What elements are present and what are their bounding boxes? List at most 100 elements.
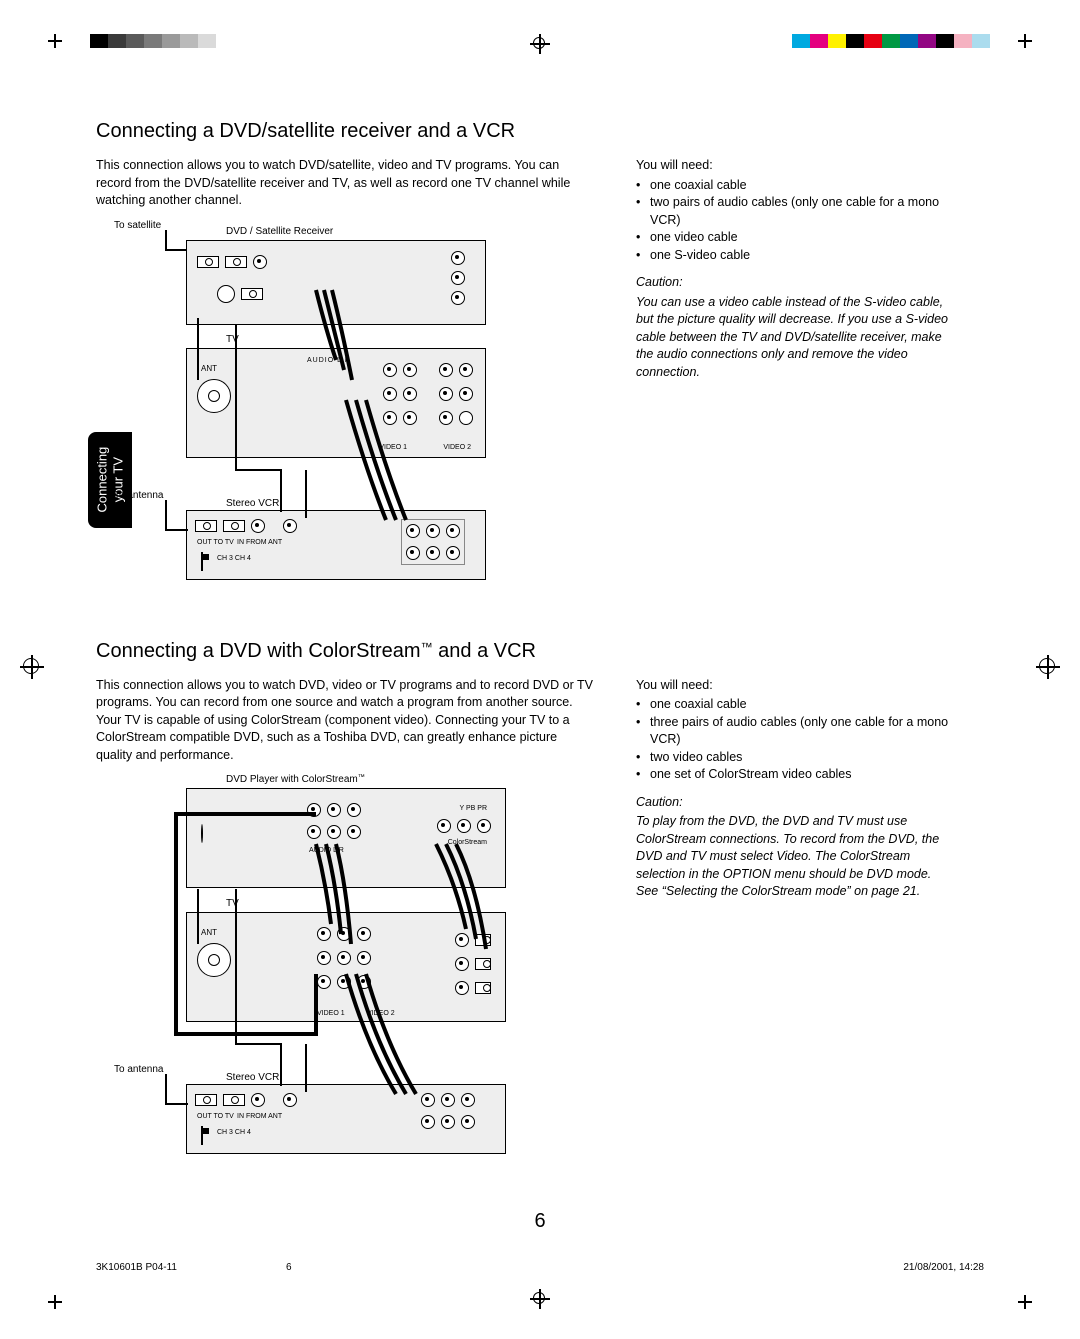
swatch [810,34,828,48]
cs-jack [455,957,469,971]
rca-jack [439,411,453,425]
section2-caution-body: To play from the DVD, the DVD and TV mus… [636,813,956,901]
crop-mark-bottom-right [1018,1295,1032,1309]
section2-intro: This connection allows you to watch DVD,… [96,677,596,765]
label-ant2: ANT [201,928,217,937]
cs-jack [475,934,491,946]
diagram-dvd-sat-vcr: To satellite DVD / Satellite Receiver [116,220,526,600]
swatch [936,34,954,48]
label-colorstream: ColorStream [448,839,487,846]
swatch [144,34,162,48]
section2-caution-heading: Caution: [636,794,956,812]
footer-left: 3K10601B P04-11 [96,1262,177,1273]
rca-jack [337,927,351,941]
section1-intro: This connection allows you to watch DVD/… [96,157,596,210]
label-video2b: VIDEO 2 [367,1010,395,1017]
swatch [252,34,270,48]
bottom-registration-bar [0,1289,1080,1311]
rca-jack [383,411,397,425]
vcr-ant-out [195,520,217,532]
channel-switch [201,552,203,571]
page-content: Connecting a DVD/satellite receiver and … [96,120,996,1214]
label-ch34: CH 3 CH 4 [217,555,251,562]
cs-jack [475,958,491,970]
rca-jack [441,1093,455,1107]
rca-jack [446,546,460,560]
tv-ant-jack [197,379,231,413]
tv-ant-jack [197,943,231,977]
rca-jack [357,975,371,989]
ant-jack [241,288,263,300]
need-item: two video cables [636,749,956,767]
box-tv: ANT AUDIO L R VIDEO 1 VIDEO 2 [186,348,486,458]
label-tv2: TV [226,898,239,909]
label-ant: ANT [201,364,217,373]
rca-jack [439,387,453,401]
label-stereo-vcr2: Stereo VCR [226,1072,279,1083]
section2-title-tm: ™ [421,640,433,654]
rca-jack [383,363,397,377]
rca-jack [406,524,420,538]
rca-jack [357,927,371,941]
need-item: one S-video cable [636,247,956,265]
swatch [216,34,234,48]
rca-jack [403,363,417,377]
swatch [180,34,198,48]
swatch [270,34,288,48]
registration-mark-right [1036,655,1060,679]
rca-jack [421,1093,435,1107]
label-dvd-colorstream: DVD Player with ColorStream™ [226,774,365,785]
label-video1: VIDEO 1 [379,444,407,451]
rca-jack [317,951,331,965]
rca-jack [441,1115,455,1129]
component-pb [457,819,471,833]
footer: 3K10601B P04-11 6 21/08/2001, 14:28 [96,1262,984,1273]
swatch [882,34,900,48]
label-to-antenna: To antenna [114,490,164,501]
rca-jack [446,524,460,538]
swatch [972,34,990,48]
cs-jack [455,933,469,947]
swatch [846,34,864,48]
section1-need-label: You will need: [636,157,956,175]
section2-title: Connecting a DVD with ColorStream™ and a… [96,640,996,663]
component-pr [477,819,491,833]
label-audio2: AUDIO L R [309,847,344,854]
section2-title-a: Connecting a DVD with ColorStream [96,640,421,662]
rca-jack [317,975,331,989]
sat-out-jack [225,256,247,268]
need-item: three pairs of audio cables (only one ca… [636,714,956,749]
rca-jack [406,546,420,560]
color-bar [792,34,990,48]
section2-need-label: You will need: [636,677,956,695]
registration-mark-left [20,655,44,679]
need-item: two pairs of audio cables (only one cabl… [636,194,956,229]
box-dvd-sat-receiver [186,240,486,325]
label-stereo-vcr: Stereo VCR [226,498,279,509]
box-tv2: ANT VIDEO 1 VIDEO 2 [186,912,506,1022]
box-vcr: OUT TO TV IN FROM ANT CH 3 CH 4 [186,510,486,580]
section-dvd-colorstream-vcr: Connecting a DVD with ColorStream™ and a… [96,640,996,1175]
registration-mark-bottom [530,1289,550,1309]
crop-mark-top-right [1018,34,1032,48]
label-video2: VIDEO 2 [443,444,471,451]
label-out-to-tv: OUT TO TV [197,539,234,546]
rca-jack [357,951,371,965]
rca-jack [451,251,465,265]
rca-jack [307,803,321,817]
channel-switch [201,1126,203,1145]
sat-in-jack [197,256,219,268]
section2-title-b: and a VCR [433,640,536,662]
svideo-jack [459,411,473,425]
rca-jack [283,519,297,533]
rca-jack [426,546,440,560]
label-ch34b: CH 3 CH 4 [217,1129,251,1136]
label-video1b: VIDEO 1 [317,1010,345,1017]
label-in-from-ant2: IN FROM ANT [237,1113,282,1120]
swatch [234,34,252,48]
top-registration-bar [0,28,1080,58]
diagram-dvd-colorstream-vcr: DVD Player with ColorStream™ AUDIO L R [116,774,526,1174]
label-to-satellite: To satellite [114,220,161,231]
rca-jack [426,524,440,538]
swatch [126,34,144,48]
